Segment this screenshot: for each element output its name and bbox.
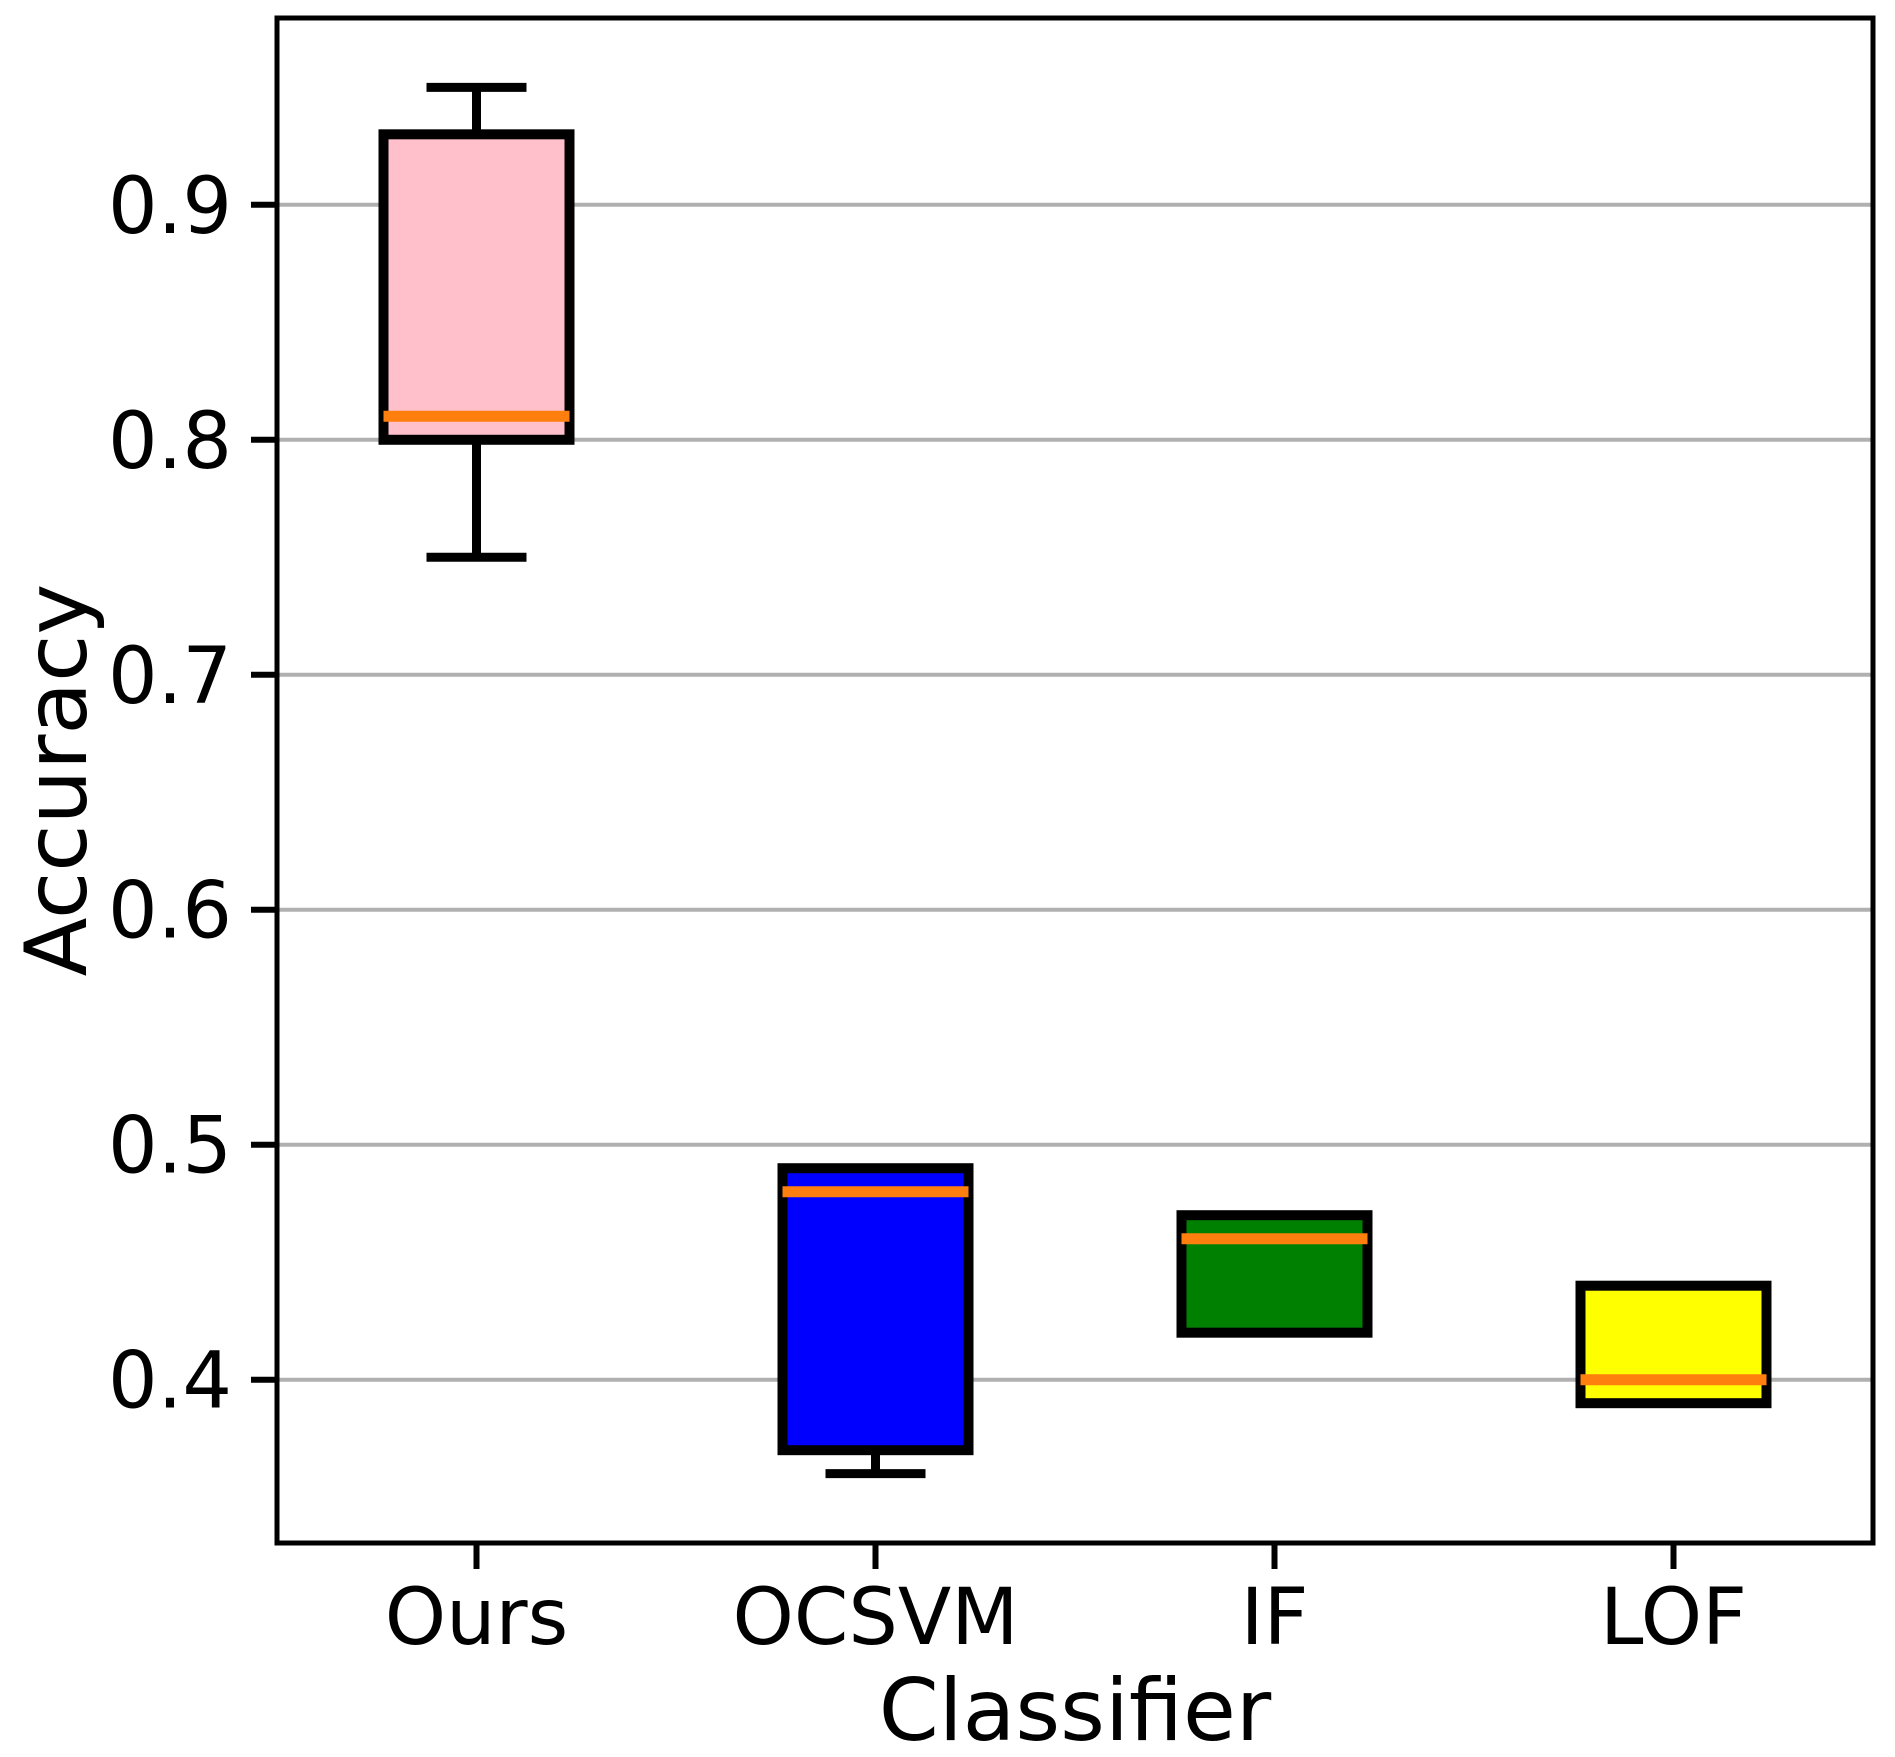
box-rect-ours — [378, 129, 575, 445]
box-group-if — [1176, 1210, 1373, 1338]
y-tick-label-0.4: 0.4 — [108, 1337, 232, 1427]
x-tick-label-ours: Ours — [385, 1573, 569, 1663]
y-tick-label-0.5: 0.5 — [108, 1102, 232, 1192]
y-tick-label-0.9: 0.9 — [108, 162, 232, 252]
y-tick-label-0.6: 0.6 — [108, 867, 232, 957]
box-rect-ocsvm — [777, 1163, 974, 1456]
label-layer: Accuracy Classifier 0.4 0.5 0.6 0.7 0.8 0.9 Ou… — [7, 162, 1747, 1757]
axes-spine — [274, 15, 1876, 1546]
axes-layer — [251, 15, 1876, 1569]
x-axis-label: Classifier — [879, 1661, 1272, 1757]
x-tick-label-ocsvm: OCSVM — [732, 1573, 1018, 1663]
box-group-ours — [378, 82, 575, 562]
box-group-ocsvm — [777, 1163, 974, 1479]
y-tick-label-0.7: 0.7 — [108, 632, 232, 722]
x-tick-label-if: IF — [1241, 1573, 1309, 1663]
x-tick-label-lof: LOF — [1600, 1573, 1747, 1663]
y-tick-label-0.8: 0.8 — [108, 397, 232, 487]
box-group-lof — [1575, 1280, 1772, 1409]
y-axis-label: Accuracy — [7, 584, 107, 977]
box-layer — [378, 82, 1772, 1479]
box-rect-if — [1176, 1210, 1373, 1338]
box-rect-lof — [1575, 1280, 1772, 1409]
